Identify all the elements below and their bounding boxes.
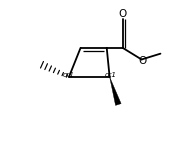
Text: or1: or1 [62,72,74,78]
Text: or1: or1 [104,72,117,78]
Text: O: O [119,9,127,19]
Polygon shape [110,77,121,105]
Text: O: O [138,56,147,66]
